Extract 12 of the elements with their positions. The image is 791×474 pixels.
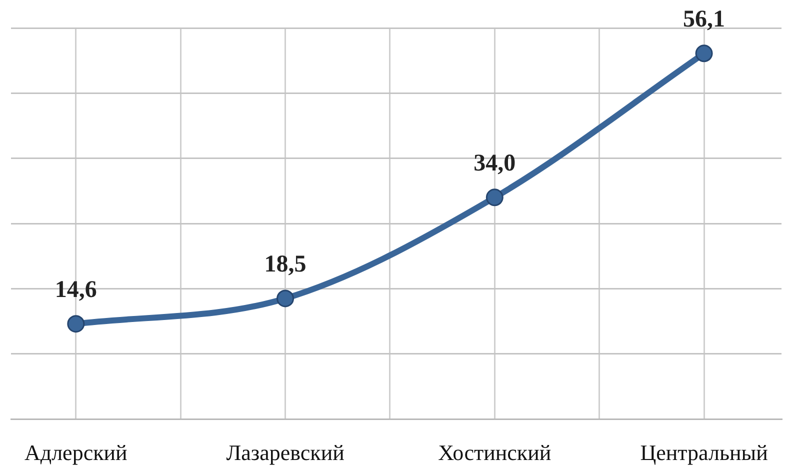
x-tick-label: Хостинский — [438, 440, 552, 465]
x-tick-label: Лазаревский — [226, 440, 345, 465]
point — [67, 315, 85, 333]
point — [276, 290, 294, 308]
point — [486, 188, 504, 206]
data-label: 18,5 — [264, 252, 306, 278]
x-tick-label: Центральный — [640, 440, 768, 465]
data-label: 14,6 — [54, 277, 97, 304]
point — [695, 44, 713, 62]
data-label: 34,0 — [474, 150, 516, 177]
x-tick-label: Адлерский — [24, 440, 128, 465]
data-label: 56,1 — [683, 6, 726, 33]
